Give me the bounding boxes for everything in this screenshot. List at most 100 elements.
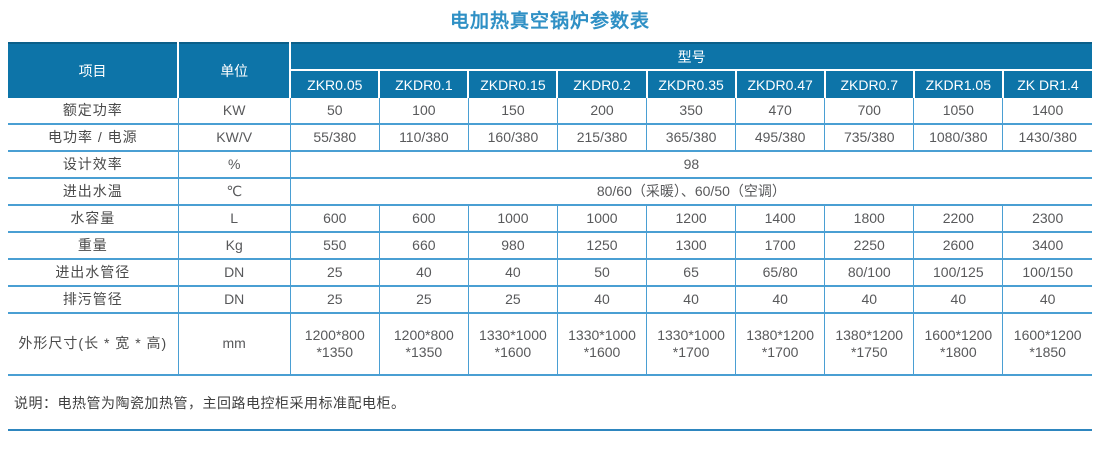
header-models-row: ZKR0.05 ZKDR0.1 ZKDR0.15 ZKDR0.2 ZKDR0.35 ZKD…	[8, 70, 1092, 98]
value-cell: 1600*1200 *1800	[913, 313, 1003, 376]
value-cell: 2250	[824, 232, 914, 260]
span-value-cell: 98	[289, 151, 1092, 179]
value-cell: 365/380	[646, 124, 736, 152]
value-line: 1330*1000	[568, 326, 636, 343]
table-row: 排污管径 DN 25 25 25 40 40 40 40 40 40	[8, 286, 1092, 314]
value-line: *1350	[316, 344, 354, 360]
value-cell: 980	[467, 232, 558, 260]
value-cell: 700	[824, 98, 914, 125]
row-label: 设计效率	[8, 151, 179, 179]
value-cell: 2300	[1002, 205, 1092, 233]
boiler-parameter-table: 项目 单位 型号 ZKR0.05 ZKDR0.1 ZKDR0.15 ZKDR0.2 ZK…	[8, 42, 1092, 376]
value-cell: 1380*1200 *1750	[824, 313, 914, 376]
value-cell: 1200	[646, 205, 736, 233]
value-line: *1700	[672, 344, 710, 360]
value-line: *1600	[494, 344, 532, 360]
value-line: *1850	[1029, 344, 1066, 360]
table-row: 水容量 L 600 600 1000 1000 1200 1400 1800 2200 2300	[8, 205, 1092, 233]
value-cell: 735/380	[824, 124, 914, 152]
table-row: 设计效率% 98	[8, 151, 1092, 179]
value-cell: 1600*1200 *1850	[1002, 313, 1092, 376]
value-line: 1600*1200	[924, 326, 993, 343]
value-cell: 25	[378, 286, 469, 314]
model-column-header: ZKDR0.35	[645, 70, 736, 98]
table-row: 进出水管径 DN 25 40 40 50 65 65/80 80/100 100/125 100/1…	[8, 259, 1092, 287]
value-cell: 470	[735, 98, 825, 125]
value-cell: 1700	[735, 232, 825, 260]
row-label: 外形尺寸(长 * 宽 * 高)	[8, 313, 179, 376]
value-line: 1380*1200	[835, 326, 904, 343]
value-cell: 1000	[556, 205, 647, 233]
value-cell: 25	[289, 286, 380, 314]
row-label: 进出水管径	[8, 259, 179, 287]
value-cell: 1330*1000 *1700	[646, 313, 736, 376]
header-item: 项目	[8, 43, 179, 98]
value-cell: 55/380	[289, 124, 380, 152]
value-cell: 2200	[913, 205, 1003, 233]
value-cell: 40	[1002, 286, 1092, 314]
value-line: *1350	[405, 344, 443, 360]
value-cell: 110/380	[378, 124, 469, 152]
row-unit: L	[177, 205, 291, 233]
model-column-header: ZKDR0.1	[378, 70, 469, 98]
value-cell: 660	[378, 232, 469, 260]
value-cell: 200	[556, 98, 647, 125]
header-model-group: 型号	[289, 43, 1092, 71]
table-body: 额定功率 KW 50 100 150 200 350 470 700 1050 1400 电功率 / …	[8, 98, 1092, 376]
page-title: 电加热真空锅炉参数表	[449, 11, 650, 32]
value-cell: 40	[824, 286, 914, 314]
row-unit: Kg	[177, 232, 291, 260]
row-label: 排污管径	[8, 286, 179, 314]
value-cell: 40	[378, 259, 469, 287]
value-cell: 100	[378, 98, 469, 125]
value-cell: 1050	[913, 98, 1003, 125]
model-column-header: ZKR0.05	[289, 70, 380, 98]
value-cell: 1250	[556, 232, 647, 260]
header-unit: 单位	[177, 43, 291, 98]
value-cell: 65	[646, 259, 736, 287]
value-cell: 215/380	[556, 124, 647, 152]
row-label: 电功率 / 电源	[8, 124, 179, 152]
value-cell: 100/150	[1002, 259, 1092, 287]
model-column-header: ZKDR0.7	[823, 70, 914, 98]
row-unit: ℃	[177, 178, 291, 206]
value-cell: 160/380	[467, 124, 558, 152]
row-unit: KW	[177, 98, 291, 125]
value-cell: 1800	[824, 205, 914, 233]
value-cell: 80/100	[824, 259, 914, 287]
row-unit: mm	[177, 313, 291, 376]
value-cell: 600	[289, 205, 380, 233]
value-cell: 40	[735, 286, 825, 314]
value-line: 1200*800	[393, 326, 454, 343]
table-header: 项目 单位 型号 ZKR0.05 ZKDR0.1 ZKDR0.15 ZKDR0.2 ZK…	[8, 43, 1092, 98]
value-line: 1380*1200	[746, 326, 815, 343]
row-unit: %	[177, 151, 291, 179]
footnote: 说明：电热管为陶瓷加热管，主回路电控柜采用标准配电柜。	[8, 376, 1092, 431]
value-cell: 100/125	[913, 259, 1003, 287]
value-cell: 40	[467, 259, 558, 287]
value-line: 1330*1000	[479, 326, 547, 343]
table-row: 额定功率 KW 50 100 150 200 350 470 700 1050 1400	[8, 98, 1092, 125]
row-label: 额定功率	[8, 98, 179, 125]
value-cell: 1400	[735, 205, 825, 233]
row-label: 进出水温	[8, 178, 179, 206]
row-unit: DN	[177, 286, 291, 314]
value-line: 1330*1000	[657, 326, 725, 343]
table-row: 重量 Kg 550 660 980 1250 1300 1700 2250 2600 3400	[8, 232, 1092, 260]
value-line: 1600*1200	[1013, 326, 1082, 343]
table-row: 外形尺寸(长 * 宽 * 高) mm 1200*800 *1350 1200*800 *1…	[8, 313, 1092, 376]
value-cell: 550	[289, 232, 380, 260]
value-cell: 495/380	[735, 124, 825, 152]
value-cell: 1300	[646, 232, 736, 260]
value-cell: 1380*1200 *1700	[735, 313, 825, 376]
value-cell: 1200*800 *1350	[378, 313, 469, 376]
value-cell: 1400	[1002, 98, 1092, 125]
model-column-header: ZKDR0.47	[734, 70, 825, 98]
model-column-header: ZKDR1.05	[912, 70, 1003, 98]
row-unit: KW/V	[177, 124, 291, 152]
value-cell: 1200*800 *1350	[289, 313, 380, 376]
value-line: *1600	[583, 344, 621, 360]
row-label: 水容量	[8, 205, 179, 233]
value-line: *1800	[940, 344, 977, 360]
value-line: 1200*800	[304, 326, 365, 343]
